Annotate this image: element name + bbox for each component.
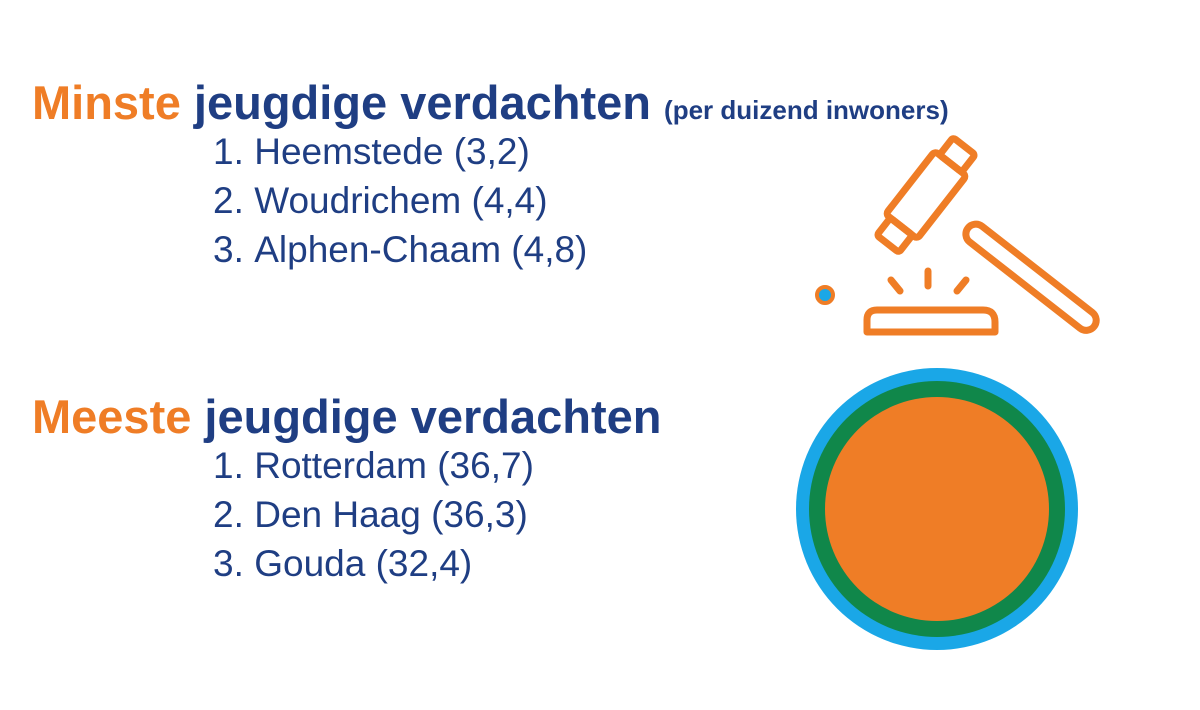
list-item: 3. Alphen-Chaam (4,8)	[213, 225, 587, 274]
gavel-icon	[815, 135, 1100, 336]
small-dot-icon	[815, 285, 835, 305]
list-item-text: Den Haag (36,3)	[254, 494, 528, 535]
list-item: 2. Den Haag (36,3)	[213, 490, 534, 539]
list-item-text: Gouda (32,4)	[254, 543, 473, 584]
heading-least-accent: Minste	[32, 76, 181, 130]
list-item: 2. Woudrichem (4,4)	[213, 176, 587, 225]
least-suspects-list: 1. Heemstede (3,2) 2. Woudrichem (4,4) 3. A…	[213, 127, 587, 274]
heading-most-suspects: Meeste jeugdige verdachten	[32, 393, 661, 440]
decorative-circle	[796, 368, 1078, 650]
heading-least-rest: jeugdige verdachten	[193, 76, 651, 130]
heading-least-suffix: (per duizend inwoners)	[664, 95, 949, 126]
list-item: 1. Rotterdam (36,7)	[213, 441, 534, 490]
list-item-text: Heemstede (3,2)	[254, 131, 530, 172]
list-item: 1. Heemstede (3,2)	[213, 127, 587, 176]
list-item-rank: 1.	[213, 445, 244, 486]
list-item-text: Alphen-Chaam (4,8)	[254, 229, 588, 270]
list-item-rank: 3.	[213, 229, 244, 270]
circle-inner-fill	[825, 397, 1049, 621]
list-item: 3. Gouda (32,4)	[213, 539, 534, 588]
heading-most-rest: jeugdige verdachten	[204, 390, 662, 444]
heading-most-accent: Meeste	[32, 390, 192, 444]
list-item-rank: 1.	[213, 131, 244, 172]
most-suspects-list: 1. Rotterdam (36,7) 2. Den Haag (36,3) 3. G…	[213, 441, 534, 588]
list-item-rank: 2.	[213, 180, 244, 221]
list-item-rank: 3.	[213, 543, 244, 584]
list-item-text: Rotterdam (36,7)	[254, 445, 534, 486]
heading-least-suspects: Minste jeugdige verdachten (per duizend …	[32, 79, 949, 126]
list-item-rank: 2.	[213, 494, 244, 535]
list-item-text: Woudrichem (4,4)	[254, 180, 548, 221]
